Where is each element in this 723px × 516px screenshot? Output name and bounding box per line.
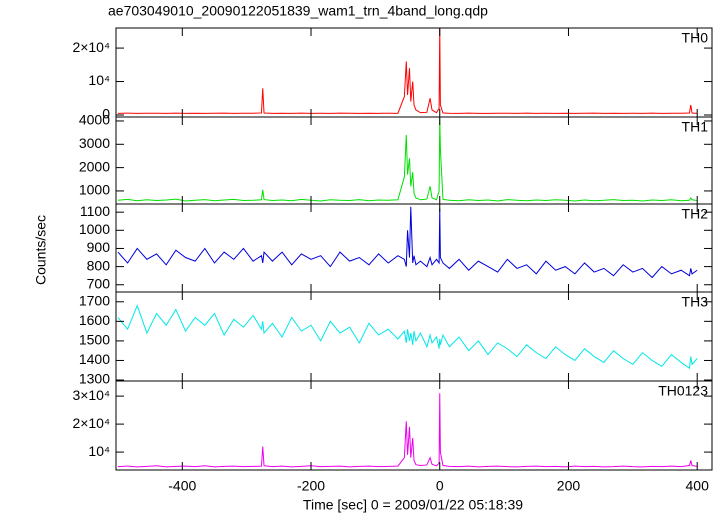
y-tick-label: 700: [87, 275, 111, 291]
data-line: [117, 393, 698, 468]
y-tick-label: 10⁴: [88, 443, 110, 459]
panel-label: TH0123: [658, 383, 708, 399]
y-tick-label: 3000: [79, 135, 110, 151]
y-tick-label: 1100: [80, 203, 110, 219]
y-tick-label: 10⁴: [88, 72, 110, 88]
panel-frame: [115, 291, 713, 382]
panel-label: TH0: [682, 30, 709, 46]
y-tick-label: 1300: [79, 371, 110, 387]
y-tick-label: 1000: [79, 182, 110, 198]
y-tick-label: 0: [102, 106, 110, 122]
x-tick-label: -200: [297, 478, 325, 494]
panel-label: TH3: [682, 294, 709, 310]
y-tick-label: 2×10⁴: [72, 39, 110, 55]
y-tick-label: 1600: [79, 312, 110, 328]
panel-frame: [115, 380, 713, 471]
y-tick-label: 2000: [79, 158, 110, 174]
y-axis-label: Counts/sec: [33, 215, 49, 285]
y-tick-label: 4000: [79, 112, 110, 128]
panel-label: TH1: [682, 119, 709, 135]
data-line: [117, 304, 698, 370]
y-tick-label: 2×10⁴: [72, 415, 110, 431]
y-tick-label: 3×10⁴: [72, 387, 110, 403]
x-tick-label: 200: [557, 478, 581, 494]
data-line: [117, 28, 698, 114]
y-tick-label: 1400: [79, 351, 110, 367]
x-tick-label: -400: [168, 478, 196, 494]
panel-label: TH2: [682, 206, 709, 222]
chart-title: ae703049010_20090122051839_wam1_trn_4ban…: [108, 3, 488, 19]
y-tick-label: 1500: [79, 332, 110, 348]
x-tick-label: 400: [686, 478, 710, 494]
y-tick-label: 800: [87, 257, 111, 273]
y-tick-label: 1700: [79, 292, 110, 308]
y-tick-label: 1000: [79, 221, 110, 237]
panel-frame: [115, 203, 713, 293]
x-tick-label: 0: [436, 478, 444, 494]
y-tick-label: 900: [87, 239, 111, 255]
data-line: [117, 118, 698, 202]
data-line: [117, 206, 698, 279]
x-axis-label: Time [sec] 0 = 2009/01/22 05:18:39: [303, 497, 523, 513]
